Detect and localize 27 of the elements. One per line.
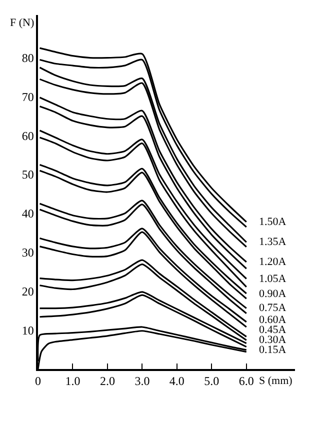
y-tick-label: 30 xyxy=(22,246,34,260)
x-tick-label: 2.0 xyxy=(100,374,115,388)
x-tick-label: 5.0 xyxy=(204,374,220,388)
y-tick-label: 60 xyxy=(22,128,34,143)
y-tick-label: 50 xyxy=(22,168,34,182)
series-label: 1.05A xyxy=(259,273,286,285)
y-axis-title: F (N) xyxy=(10,17,34,29)
x-tick-label: 1.0 xyxy=(65,374,80,388)
x-tick-label: 6.0 xyxy=(238,374,254,388)
series-label: 1.50A xyxy=(259,216,286,228)
series-label: 1.35A xyxy=(259,236,286,248)
y-tick-label: 70 xyxy=(22,90,34,104)
x-tick-label: 0 xyxy=(35,374,41,388)
x-tick-label: 3.0 xyxy=(134,374,150,388)
series-label: 0.45A xyxy=(259,324,286,336)
series-label: 0.60A xyxy=(259,314,286,326)
y-tick-label: 20 xyxy=(22,284,34,298)
y-tick-label: 40 xyxy=(22,206,34,221)
y-tick-label: 80 xyxy=(22,50,34,65)
series-label: 1.20A xyxy=(259,256,286,268)
y-tick-label: 10 xyxy=(22,323,34,338)
series-label: 0.30A xyxy=(259,334,286,346)
x-tick-label: 4.0 xyxy=(169,374,184,388)
series-label: 0.15A xyxy=(259,344,286,356)
x-axis-title: S (mm) xyxy=(259,375,293,387)
series-label: 0.75A xyxy=(259,302,286,314)
series-label: 0.90A xyxy=(259,288,286,300)
